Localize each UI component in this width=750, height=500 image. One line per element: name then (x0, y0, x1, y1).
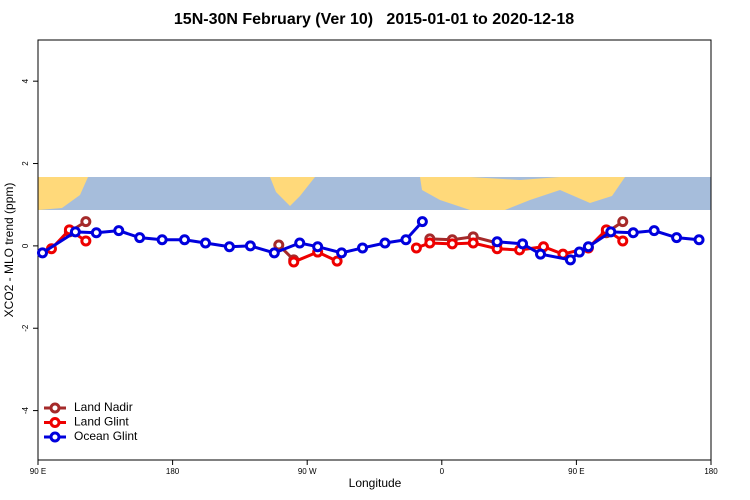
point (244, 240, 256, 252)
point (80, 235, 92, 247)
point (617, 235, 629, 247)
series-line (68, 220, 624, 261)
point (410, 242, 422, 254)
y-tick-label: -4 (21, 406, 30, 414)
point (416, 216, 428, 228)
point (134, 232, 146, 244)
y-tick-label: 0 (21, 243, 30, 248)
y-tick-label: 2 (21, 161, 30, 166)
point (268, 247, 280, 259)
point (223, 241, 235, 253)
point (467, 237, 479, 249)
x-tick-label: 180 (166, 467, 180, 476)
point (424, 237, 436, 249)
point (36, 247, 48, 259)
y-tick-label: 4 (21, 78, 30, 83)
x-axis-label: Longitude (349, 476, 402, 490)
point (331, 255, 343, 267)
legend-marker (49, 431, 61, 443)
point (582, 241, 594, 253)
point (69, 226, 81, 238)
legend-label: Ocean Glint (74, 429, 138, 443)
x-tick-label: 90 E (568, 467, 584, 476)
point (379, 237, 391, 249)
point (273, 239, 285, 251)
point (113, 225, 125, 237)
point (617, 216, 629, 228)
x-tick-label: 90 W (298, 467, 317, 476)
point (627, 227, 639, 239)
legend-label: Land Nadir (74, 400, 133, 414)
point (294, 237, 306, 249)
point (200, 237, 212, 249)
point (605, 226, 617, 238)
point (400, 234, 412, 246)
chart-title: 15N-30N February (Ver 10) 2015-01-01 to … (174, 11, 574, 28)
x-tick-label: 180 (704, 467, 718, 476)
point (179, 234, 191, 246)
point (80, 216, 92, 228)
point (573, 246, 585, 258)
point (564, 254, 576, 266)
map-band (38, 177, 711, 210)
point (336, 247, 348, 259)
point (312, 241, 324, 253)
point (648, 225, 660, 237)
point (535, 248, 547, 260)
point (491, 236, 503, 248)
y-tick-label: -2 (21, 324, 30, 332)
point (90, 227, 102, 239)
point (446, 238, 458, 250)
x-tick-label: 90 E (30, 467, 46, 476)
plot-frame (37, 39, 712, 461)
point (357, 242, 369, 254)
legend-marker (49, 402, 61, 414)
point (517, 238, 529, 250)
legend-label: Land Glint (74, 415, 129, 429)
point (671, 232, 683, 244)
y-axis-label: XCO2 - MLO trend (ppm) (2, 183, 16, 318)
legend-marker (49, 417, 61, 428)
point (693, 234, 705, 246)
point (288, 256, 300, 268)
point (156, 234, 168, 246)
x-tick-label: 0 (440, 467, 445, 476)
